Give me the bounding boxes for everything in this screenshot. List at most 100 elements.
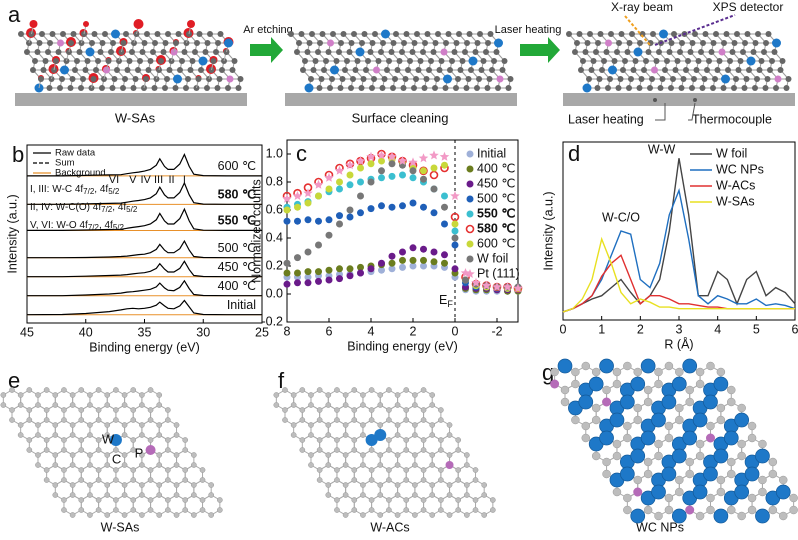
atom: [69, 482, 76, 488]
atom: [139, 402, 145, 408]
atom: [165, 437, 171, 443]
atom: [338, 40, 344, 46]
atom: [68, 40, 74, 46]
atom: [165, 417, 171, 423]
x-tick-label: 25: [255, 325, 269, 339]
atom: [139, 392, 145, 398]
atom: [78, 417, 85, 423]
atom: [571, 379, 580, 389]
atom: [591, 403, 601, 413]
atom: [162, 85, 168, 91]
atom: [783, 85, 790, 91]
atom: [78, 497, 85, 503]
x-axis-label: Binding energy (eV): [347, 339, 457, 353]
hexagon: [63, 494, 82, 516]
atom: [417, 58, 424, 64]
atom: [310, 67, 317, 73]
atom: [706, 493, 715, 503]
point: [513, 283, 523, 293]
pointer: [655, 103, 666, 121]
atom: [164, 76, 170, 82]
atom: [455, 477, 462, 483]
atom: [496, 75, 504, 83]
atom: [43, 387, 50, 393]
atom: [139, 512, 145, 518]
tungsten: [578, 394, 594, 410]
atom: [99, 40, 106, 46]
atom: [643, 469, 653, 479]
atom: [126, 58, 133, 64]
atom: [386, 507, 392, 513]
atom: [432, 85, 438, 91]
atom: [216, 76, 223, 82]
point: [315, 268, 322, 276]
atom: [455, 447, 462, 453]
point: [366, 151, 376, 161]
atom: [156, 512, 163, 518]
atom: [130, 85, 137, 91]
point: [441, 220, 448, 228]
atom: [672, 67, 679, 73]
atom: [637, 40, 643, 46]
atom: [363, 67, 369, 73]
atom: [368, 497, 375, 503]
atom: [394, 402, 401, 408]
atom: [319, 31, 326, 37]
point: [420, 203, 427, 211]
atom: [586, 76, 592, 82]
point: [409, 256, 417, 264]
atom: [165, 31, 171, 37]
atom: [426, 67, 432, 73]
atom: [674, 58, 681, 64]
oxygen: [83, 21, 89, 27]
hexagon: [184, 494, 204, 516]
atom: [183, 85, 189, 91]
atom: [217, 31, 224, 37]
atom: [351, 31, 357, 37]
hexagon: [336, 494, 355, 516]
atom: [360, 512, 366, 518]
atom: [474, 40, 481, 46]
atom: [603, 49, 610, 55]
atom: [130, 477, 137, 483]
atom: [373, 66, 380, 74]
atom: [67, 85, 74, 91]
atom: [158, 58, 164, 64]
atom: [624, 49, 631, 55]
atom: [52, 402, 59, 408]
atom: [327, 85, 333, 91]
atom: [399, 49, 405, 55]
spectrum: [27, 260, 262, 278]
atom: [334, 407, 340, 413]
phosphorus: [633, 487, 643, 497]
tungsten: [630, 448, 646, 464]
atom: [785, 76, 792, 82]
point: [315, 192, 322, 200]
point: [346, 265, 354, 273]
atom: [61, 507, 67, 513]
atom: [69, 422, 76, 428]
atom: [394, 422, 401, 428]
atom: [438, 507, 444, 513]
point: [378, 174, 385, 182]
atom: [403, 31, 410, 37]
atom: [744, 31, 751, 37]
point: [409, 244, 417, 252]
point: [283, 269, 291, 277]
x-axis-label: R (Å): [664, 336, 693, 351]
atom: [430, 49, 437, 55]
atom: [208, 492, 215, 498]
tungsten: [630, 376, 646, 392]
atom: [654, 367, 663, 377]
tungsten: [640, 358, 656, 374]
atom: [605, 85, 611, 91]
atom: [590, 58, 597, 64]
atom: [369, 40, 376, 46]
atom: [130, 507, 137, 513]
atom: [52, 422, 59, 428]
atom: [643, 505, 653, 515]
atom: [716, 367, 726, 377]
atom: [481, 492, 488, 498]
atom: [124, 67, 131, 73]
plot-frame: [286, 139, 519, 323]
